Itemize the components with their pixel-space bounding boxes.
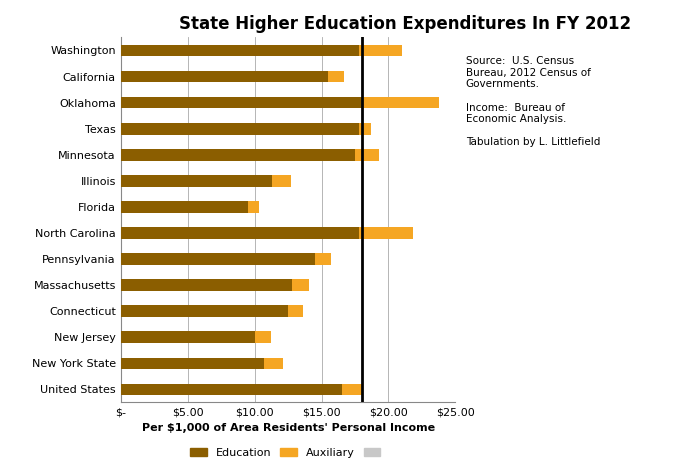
Text: Source:  U.S. Census
Bureau, 2012 Census of
Governments.

Income:  Bureau of
Eco: Source: U.S. Census Bureau, 2012 Census … [466, 56, 600, 147]
Bar [362, 97, 440, 109]
Bar [121, 97, 362, 109]
Bar [121, 331, 255, 343]
Bar [315, 253, 331, 265]
Bar [288, 305, 303, 317]
Bar [121, 253, 315, 265]
Bar [121, 71, 328, 82]
Bar [248, 201, 259, 213]
X-axis label: Per $1,000 of Area Residents' Personal Income: Per $1,000 of Area Residents' Personal I… [141, 423, 435, 433]
Title: State Higher Education Expenditures In FY 2012: State Higher Education Expenditures In F… [179, 15, 631, 33]
Bar [359, 227, 413, 239]
Legend: Education, Auxiliary, : Education, Auxiliary, [186, 444, 394, 462]
Bar [121, 44, 359, 56]
Bar [121, 279, 292, 291]
Bar [255, 331, 270, 343]
Bar [272, 175, 290, 187]
Bar [121, 201, 248, 213]
Bar [121, 227, 359, 239]
Bar [359, 44, 402, 56]
Bar [121, 123, 359, 135]
Bar [342, 384, 363, 395]
Bar [355, 149, 379, 161]
Bar [292, 279, 310, 291]
Bar [328, 71, 344, 82]
Bar [121, 175, 272, 187]
Bar [121, 358, 264, 369]
Bar [264, 358, 283, 369]
Bar [121, 149, 355, 161]
Bar [121, 305, 288, 317]
Bar [359, 123, 371, 135]
Bar [121, 384, 342, 395]
